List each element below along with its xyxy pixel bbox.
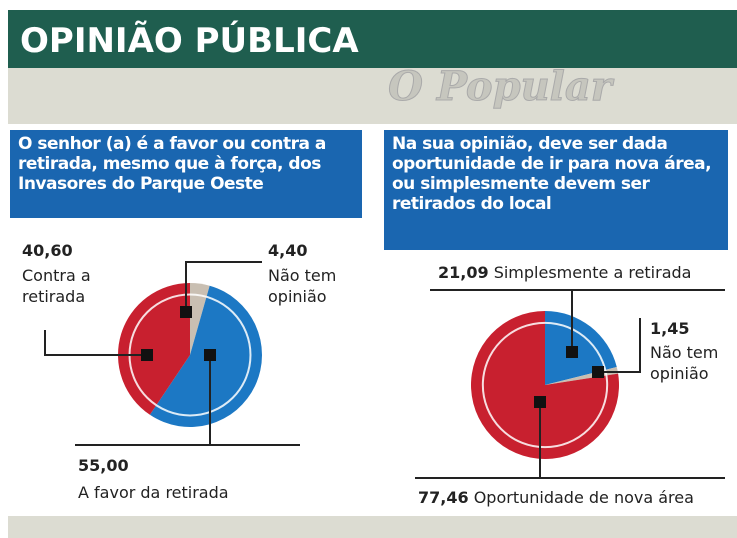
value-label: 4,40 xyxy=(268,241,308,260)
markers xyxy=(141,306,604,408)
value-label: 55,00 xyxy=(78,456,129,475)
footer-band xyxy=(8,516,737,538)
category-label: A favor da retirada xyxy=(78,483,229,502)
page-title: OPINIÃO PÚBLICA xyxy=(20,20,359,61)
question: Na sua opinião, deve ser dada oportunida… xyxy=(384,130,728,250)
value-label: 21,09 xyxy=(438,263,489,282)
pie-slice xyxy=(471,311,619,460)
ring-line xyxy=(481,321,609,449)
legend-row: 21,09 Simplesmente a retirada xyxy=(438,262,691,283)
category-label: Contra a retirada xyxy=(22,266,91,306)
watermark: O Popular xyxy=(388,63,615,110)
header-band xyxy=(8,10,737,68)
gray-band xyxy=(8,68,737,124)
category-label: Oportunidade de nova área xyxy=(473,488,694,507)
value-label: 1,45 xyxy=(650,319,690,338)
leaders xyxy=(44,261,725,479)
question: O senhor (a) é a favor ou contra a retir… xyxy=(10,130,362,218)
pie-slice xyxy=(190,283,210,355)
category-label: Não tem opinião xyxy=(268,266,337,306)
legend-row: 77,46 Oportunidade de nova área xyxy=(418,487,694,508)
value-label: 77,46 xyxy=(418,488,469,507)
category-label: Simplesmente a retirada xyxy=(493,263,692,282)
value-label: 40,60 xyxy=(22,241,73,260)
category-label: Não tem opinião xyxy=(650,343,719,383)
